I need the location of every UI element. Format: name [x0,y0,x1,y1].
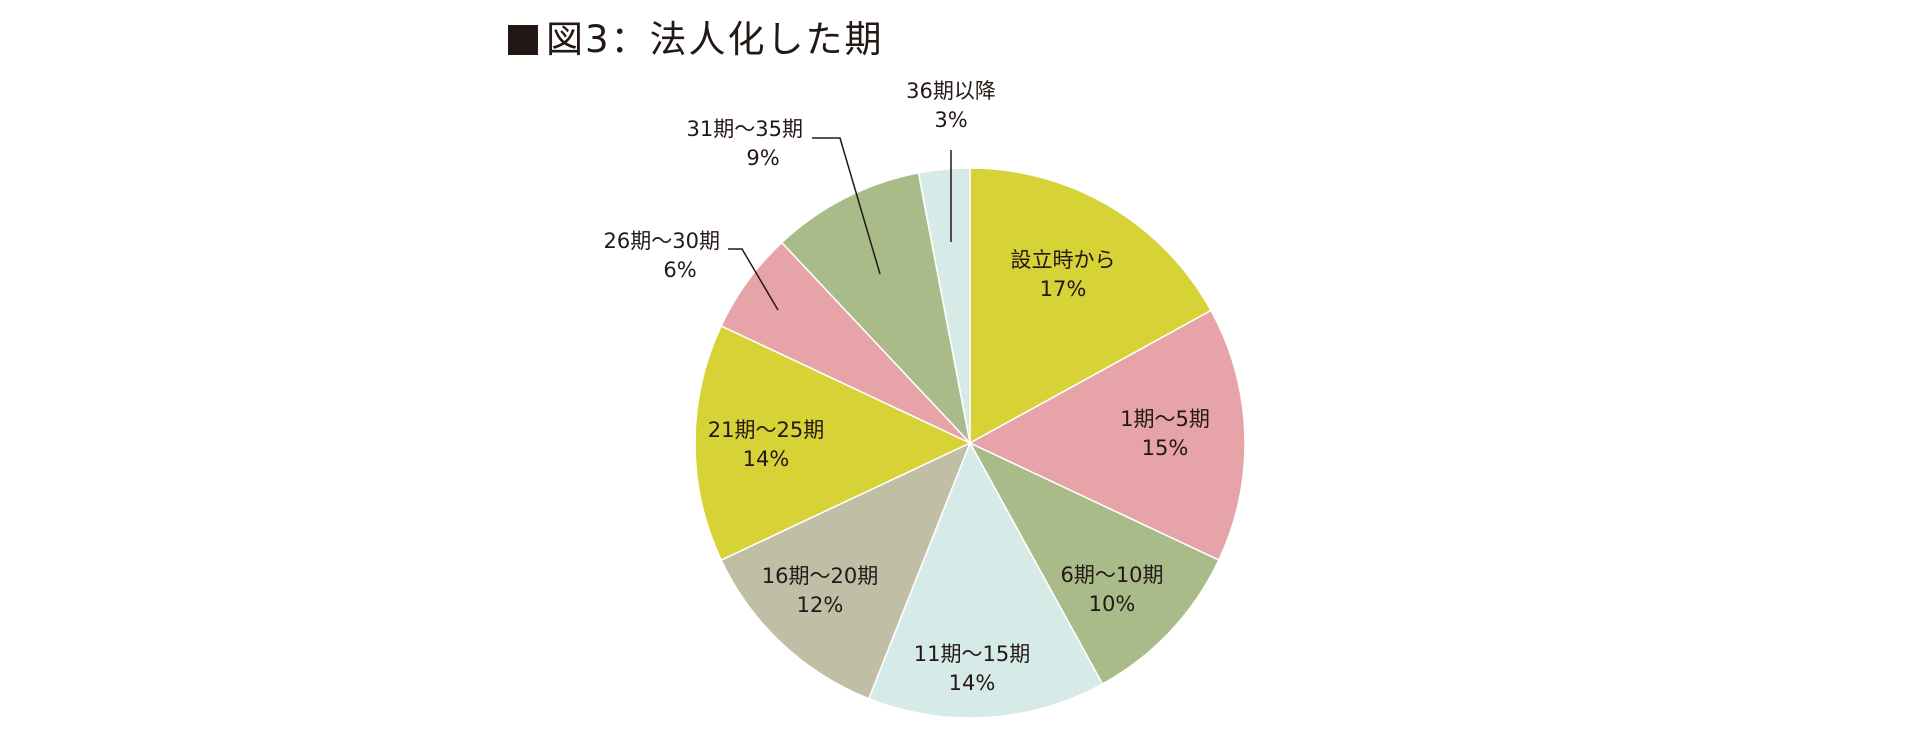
slice-percent-2: 15% [1142,436,1189,460]
slice-label-5: 16期〜20期 [762,564,878,588]
slice-percent-3: 10% [1089,592,1136,616]
slice-label-8: 31期〜35期 [687,117,803,141]
pie-slice-2 [968,309,1246,562]
slice-label-9: 36期以降 [906,79,996,103]
leader-line-8 [812,137,881,275]
slice-label-2: 1期〜5期 [1120,407,1210,431]
pie-slice-3 [968,441,1220,685]
pie-slice-1 [969,167,1212,445]
slice-label-7: 26期〜30期 [604,229,720,253]
slice-label-3: 6期〜10期 [1060,563,1163,587]
title-square-marker [508,25,538,55]
slice-percent-6: 14% [743,447,790,471]
pie-slice-8 [780,171,972,446]
pie-slice-4 [867,441,1104,719]
pie-slice-9 [917,167,971,444]
slice-labels: 設立時から 17% 1期〜5期 15% 6期〜10期 10% 11期〜15期 14% 16期〜2… [604,79,1210,695]
slice-percent-7: 6% [663,258,696,282]
leader-lines [728,137,952,311]
slice-percent-9: 3% [934,108,967,132]
slice-label-4: 11期〜15期 [914,642,1030,666]
slice-percent-5: 12% [797,593,844,617]
leader-line-7 [728,248,779,311]
pie-slice-6 [694,324,972,562]
chart-title-text: 図3：法人化した期 [546,18,884,61]
slice-percent-4: 14% [949,671,996,695]
slice-label-1: 設立時から [1011,248,1116,272]
slice-percent-8: 9% [746,146,779,170]
pie-slice-5 [720,441,972,700]
slice-label-6: 21期〜25期 [708,418,824,442]
pie-slices [694,167,1246,719]
chart-title: 図3：法人化した期 [508,16,884,64]
slice-percent-1: 17% [1040,277,1087,301]
